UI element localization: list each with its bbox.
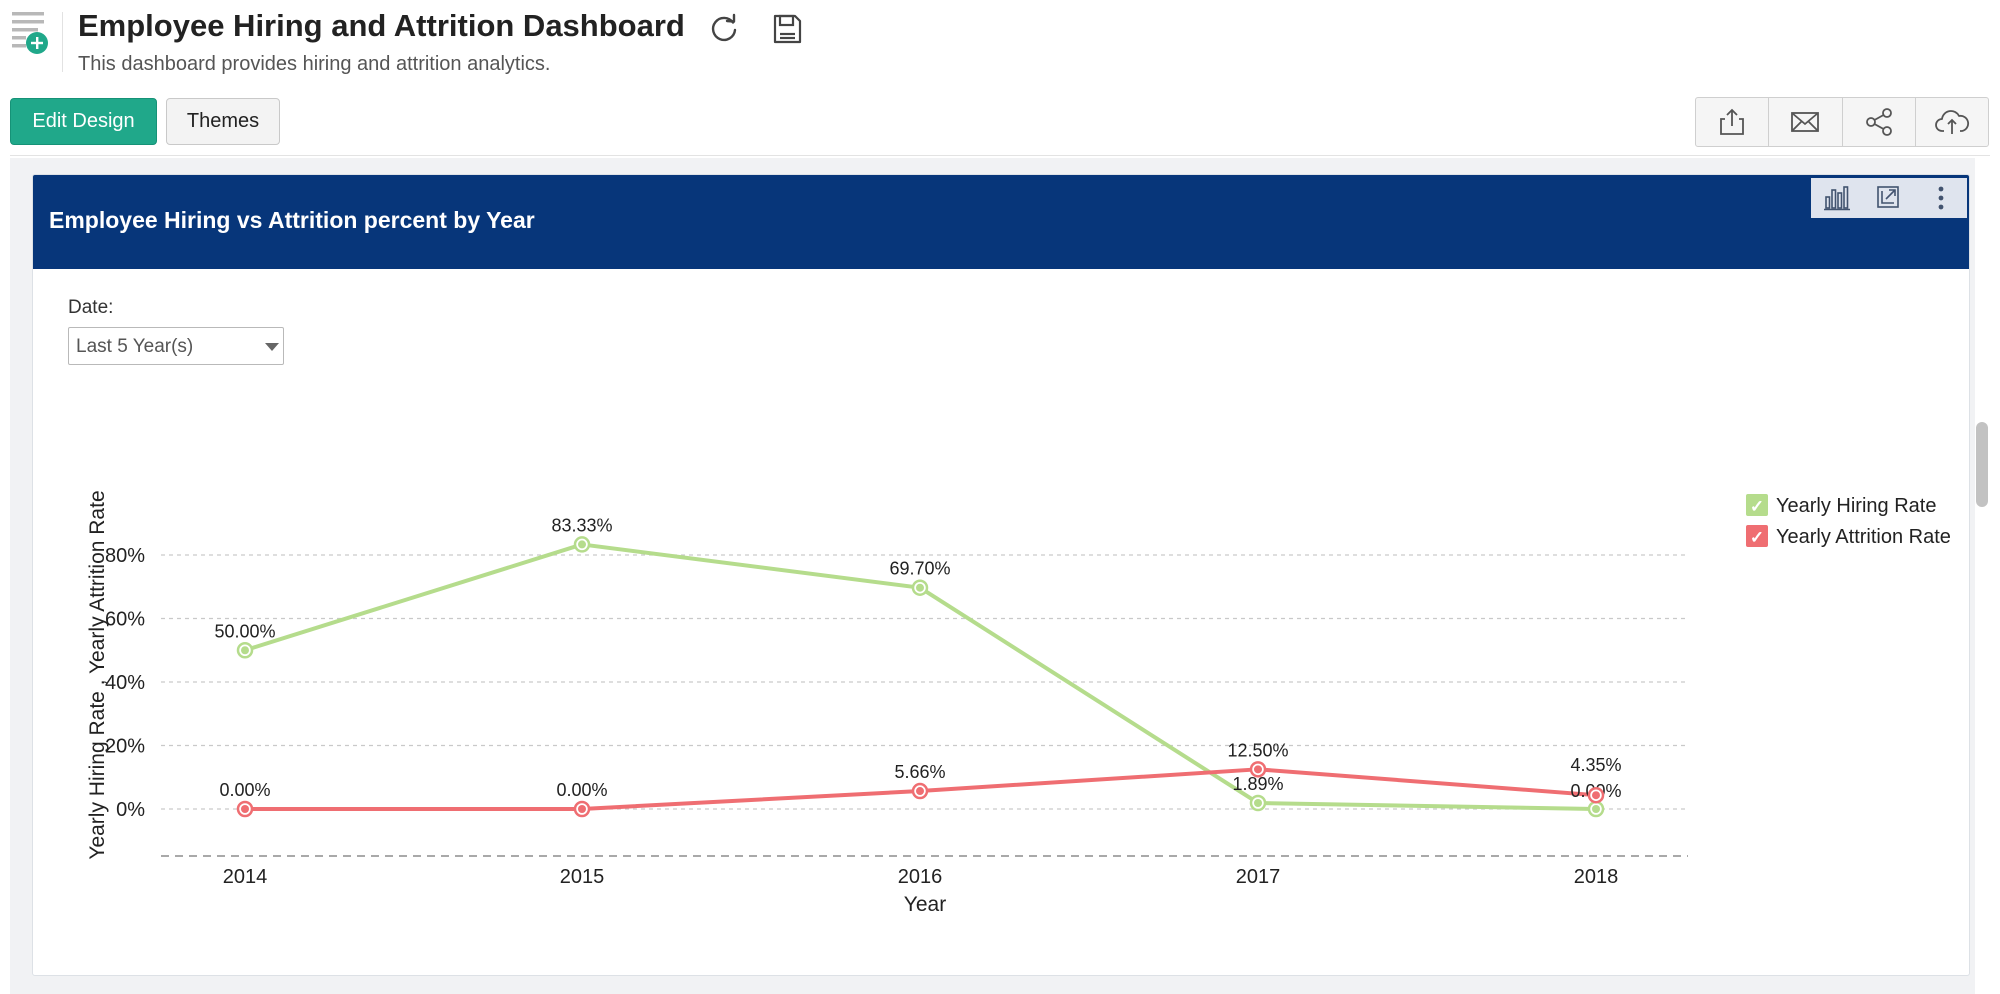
x-tick-label: 2016 [898, 866, 943, 888]
checkmark-icon: ✓ [1750, 497, 1764, 516]
page-description: This dashboard provides hiring and attri… [78, 53, 551, 75]
chart-widget: Employee Hiring vs Attrition percent by … [32, 174, 1970, 976]
x-tick-label: 2015 [560, 866, 605, 888]
y-tick-label: 80% [105, 545, 145, 567]
vertical-scrollbar[interactable] [1976, 422, 1988, 507]
x-tick-label: 2018 [1574, 866, 1619, 888]
share-button[interactable] [1841, 98, 1915, 146]
x-axis-title: Year [904, 893, 946, 916]
x-tick-label: 2017 [1236, 866, 1281, 888]
y-tick-label: 60% [105, 609, 145, 631]
open-in-new-button[interactable] [1863, 178, 1915, 218]
open-in-new-icon [1877, 186, 1899, 208]
data-point-core [1592, 791, 1600, 800]
cloud-upload-icon [1934, 110, 1969, 134]
save-icon[interactable] [770, 12, 804, 46]
page-title: Employee Hiring and Attrition Dashboard [78, 8, 685, 43]
more-options-icon [1938, 186, 1944, 210]
action-toolbar [1695, 97, 1989, 147]
data-point-core [916, 583, 924, 592]
checkmark-icon: ✓ [1750, 528, 1764, 547]
widget-header: Employee Hiring vs Attrition percent by … [33, 175, 1969, 269]
cloud-upload-button[interactable] [1914, 98, 1988, 146]
dashboard-menu-icon[interactable] [10, 10, 50, 56]
data-label: 1.89% [1232, 774, 1283, 794]
data-point-core [1254, 765, 1262, 774]
line-chart: 80% 60% 40% 20% 0% 2014 2015 2016 2017 2018 Year Ye… [86, 490, 1951, 916]
data-point-core [241, 646, 249, 655]
legend-swatch [1746, 494, 1768, 516]
toolbar-divider [10, 155, 1990, 156]
date-filter-label: Date: [68, 297, 114, 318]
data-label: 50.00% [214, 621, 275, 641]
email-icon [1791, 112, 1820, 132]
data-point-core [578, 805, 586, 813]
date-filter-select[interactable]: Last 5 Year(s) [68, 327, 284, 365]
data-point-core [578, 540, 586, 549]
data-point-core [916, 787, 924, 796]
chart-type-icon [1824, 186, 1850, 211]
data-point-core [1254, 798, 1262, 807]
legend-label: Yearly Attrition Rate [1776, 526, 1951, 548]
data-label: 69.70% [889, 559, 950, 579]
legend-swatch [1746, 525, 1768, 547]
y-axis-title: Yearly Hiring Rate , Yearly Attrition Ra… [86, 490, 109, 859]
share-icon [1865, 108, 1892, 136]
chart-type-button[interactable] [1811, 178, 1863, 218]
date-filter-value: Last 5 Year(s) [76, 336, 194, 357]
more-options-button[interactable] [1915, 178, 1967, 218]
export-icon [1720, 108, 1745, 135]
header-divider [62, 12, 63, 72]
edit-design-button[interactable]: Edit Design [10, 98, 157, 145]
export-button[interactable] [1696, 98, 1768, 146]
refresh-icon[interactable] [707, 12, 741, 46]
data-label: 0.00% [219, 780, 270, 800]
email-button[interactable] [1768, 98, 1841, 146]
data-label: 4.35% [1570, 755, 1621, 775]
y-tick-label: 40% [105, 672, 145, 694]
data-label: 0.00% [556, 780, 607, 800]
data-label: 5.66% [894, 762, 945, 782]
data-label: 83.33% [551, 515, 612, 535]
widget-toolbar [1811, 178, 1967, 218]
data-point-core [1592, 805, 1600, 813]
x-tick-label: 2014 [223, 866, 268, 888]
themes-button[interactable]: Themes [166, 98, 280, 145]
data-label: 12.50% [1227, 740, 1288, 760]
data-point-core [241, 805, 249, 813]
legend-label: Yearly Hiring Rate [1776, 495, 1936, 517]
widget-title: Employee Hiring vs Attrition percent by … [49, 207, 535, 233]
y-tick-label: 20% [105, 736, 145, 758]
y-tick-label: 0% [116, 799, 145, 821]
chevron-down-icon [265, 343, 279, 351]
